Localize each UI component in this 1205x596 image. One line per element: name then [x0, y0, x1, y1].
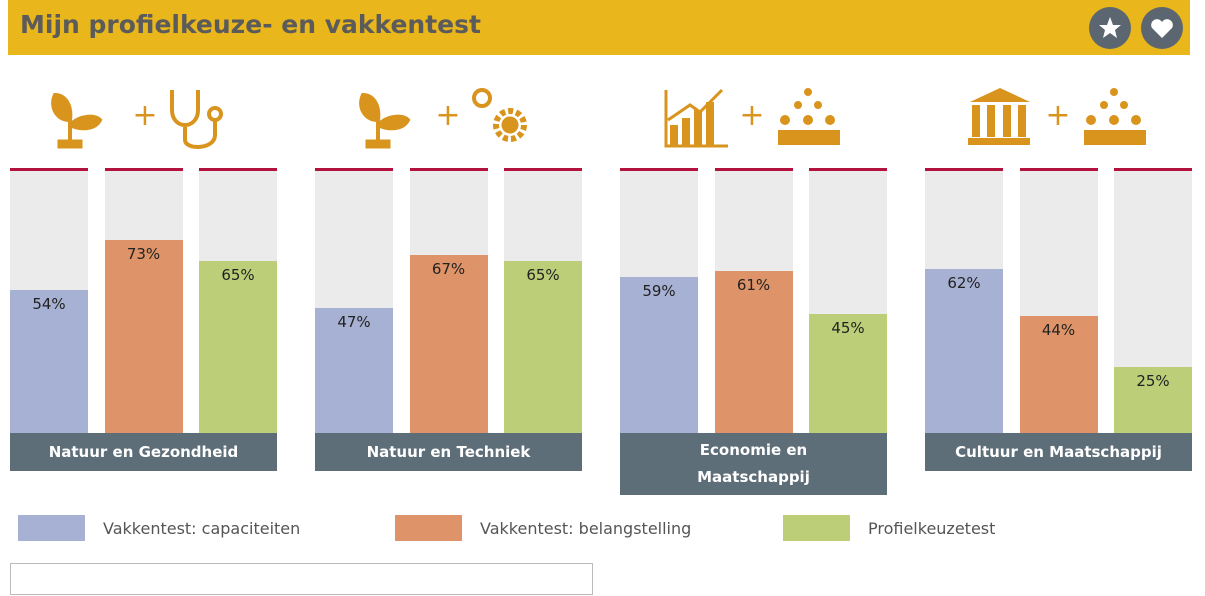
growth-icon [664, 88, 728, 148]
header-bar [8, 0, 1190, 55]
svg-text:+: + [739, 98, 764, 133]
value-label: 65% [221, 265, 255, 284]
bar [925, 268, 1003, 433]
bar [104, 239, 183, 433]
bar [504, 260, 582, 433]
people-icon [778, 88, 840, 145]
category-label: Natuur en Techniek [315, 433, 582, 471]
svg-text:+: + [132, 98, 157, 133]
bar [1019, 316, 1098, 433]
category-label: Natuur en Gezondheid [10, 433, 277, 471]
value-label: 65% [526, 265, 560, 284]
text-input[interactable] [10, 563, 593, 595]
legend-label: Profielkeuzetest [868, 519, 996, 538]
value-label: 73% [126, 244, 161, 263]
profile-icons: + + + + [51, 88, 1146, 149]
bar [620, 276, 698, 433]
svg-text:+: + [1045, 98, 1070, 133]
bar [409, 255, 488, 433]
legend-swatch [395, 515, 462, 541]
bar [199, 260, 277, 433]
star-icon [1099, 17, 1121, 38]
legend-label: Vakkentest: belangstelling [480, 519, 692, 538]
chart-title: Mijn profielkeuze- en vakkentest [20, 10, 481, 39]
bar [714, 271, 793, 433]
legend-swatch [18, 515, 85, 541]
bar [1114, 366, 1192, 433]
value-label: 59% [642, 281, 676, 300]
value-label: 47% [337, 313, 371, 332]
value-label: 62% [947, 273, 981, 292]
bar [315, 308, 393, 433]
value-label: 67% [431, 260, 466, 279]
value-label: 45% [831, 318, 865, 337]
bar [809, 313, 887, 433]
stethoscope-icon [170, 90, 223, 149]
category-label: Cultuur en Maatschappij [925, 433, 1192, 471]
people-icon [1084, 88, 1146, 145]
category-label: Economie en Maatschappij [620, 433, 887, 495]
value-label: 44% [1041, 321, 1076, 340]
value-label: 25% [1136, 371, 1170, 390]
plant-icon [359, 92, 411, 149]
institution-icon [968, 88, 1030, 145]
value-label: 61% [736, 276, 771, 295]
bar [10, 289, 88, 433]
legend-label: Vakkentest: capaciteiten [103, 519, 301, 538]
plant-icon [51, 92, 103, 149]
svg-text:+: + [435, 98, 460, 133]
gears-icon [472, 88, 527, 142]
heart-icon [1151, 19, 1173, 38]
value-label: 54% [32, 294, 66, 313]
header-icons [1089, 7, 1183, 49]
legend-swatch [783, 515, 850, 541]
